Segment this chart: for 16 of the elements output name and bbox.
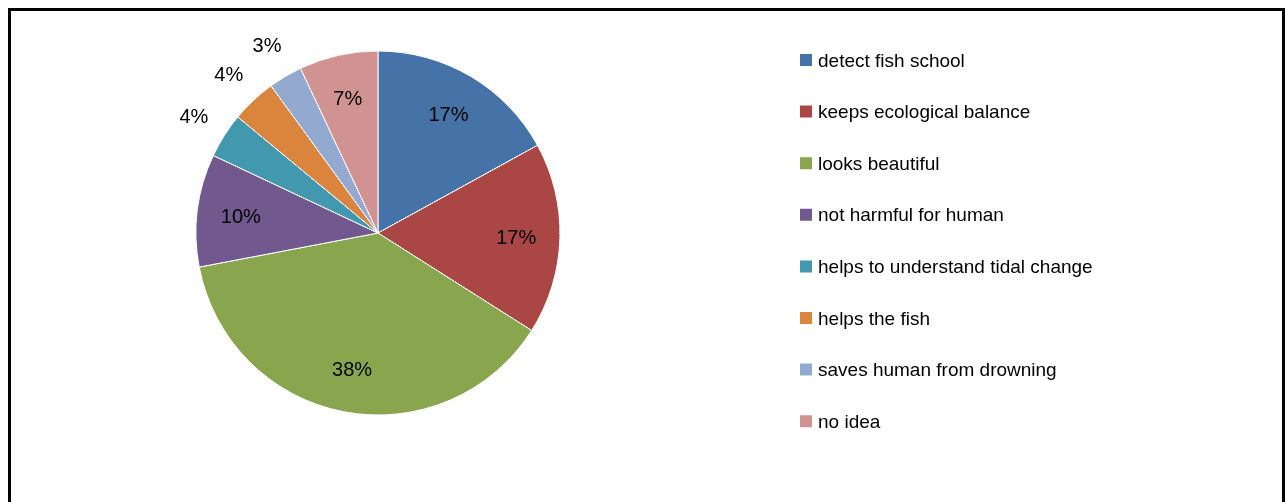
legend-label: no idea <box>818 410 881 432</box>
legend-label: helps to understand tidal change <box>818 255 1093 277</box>
data-label: 17% <box>428 102 469 125</box>
legend-label: not harmful for human <box>818 204 1004 226</box>
data-label: 17% <box>496 226 537 249</box>
legend-label: helps the fish <box>818 307 930 329</box>
data-label: 3% <box>252 34 282 57</box>
data-label: 7% <box>333 87 363 110</box>
legend-label: detect fish school <box>818 49 965 71</box>
data-label: 10% <box>220 204 261 227</box>
legend-label: looks beautiful <box>818 152 940 174</box>
legend-label: keeps ecological balance <box>818 101 1031 123</box>
data-label: 4% <box>179 105 209 128</box>
legend-label: saves human from drowning <box>818 359 1057 381</box>
data-label: 4% <box>214 63 244 86</box>
data-label: 38% <box>332 357 373 380</box>
